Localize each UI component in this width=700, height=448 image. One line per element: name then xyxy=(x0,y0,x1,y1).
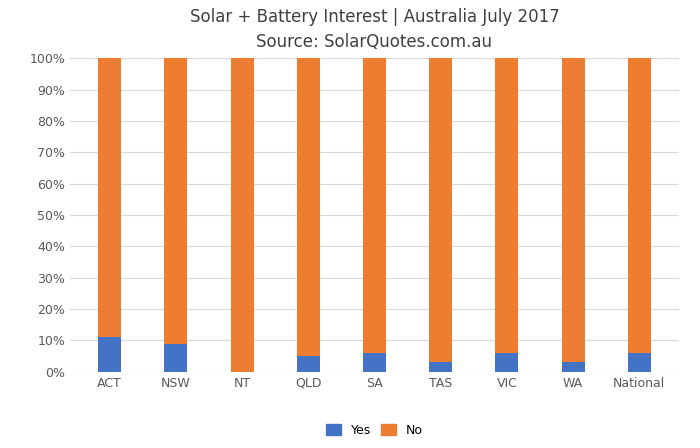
Bar xyxy=(164,58,188,344)
Bar xyxy=(363,353,386,372)
Bar xyxy=(561,362,584,372)
Bar xyxy=(98,337,121,372)
Bar xyxy=(297,356,320,372)
Bar xyxy=(230,58,253,372)
Legend: Yes, No: Yes, No xyxy=(321,419,428,442)
Bar xyxy=(628,58,651,353)
Bar xyxy=(496,353,519,372)
Bar xyxy=(628,353,651,372)
Bar xyxy=(297,58,320,356)
Bar xyxy=(496,58,519,353)
Title: Solar + Battery Interest | Australia July 2017
Source: SolarQuotes.com.au: Solar + Battery Interest | Australia Jul… xyxy=(190,8,559,51)
Bar xyxy=(363,58,386,353)
Bar xyxy=(98,58,121,337)
Bar xyxy=(561,58,584,362)
Bar xyxy=(429,58,452,362)
Bar xyxy=(429,362,452,372)
Bar xyxy=(164,344,188,372)
